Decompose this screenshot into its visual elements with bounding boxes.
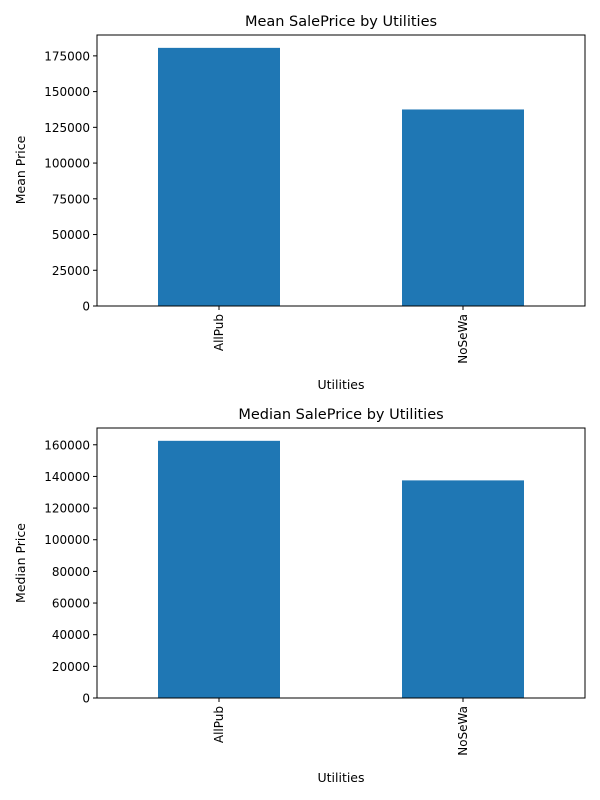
x-axis-label: Utilities (317, 770, 364, 785)
y-axis-label: Mean Price (13, 135, 28, 204)
plot-frame (96, 427, 586, 699)
y-tick-label: 125000 (44, 121, 90, 135)
y-tick-label: 160000 (44, 438, 90, 452)
chart-title: Median SalePrice by Utilities (238, 407, 443, 423)
y-tick-label: 100000 (44, 157, 90, 171)
y-tick-label: 0 (82, 692, 90, 706)
y-tick-label: 175000 (44, 49, 90, 63)
plot-frame (96, 34, 586, 307)
mean-price-chart: Mean SalePrice by Utilities 0 25000 50000 7… (13, 14, 586, 392)
bar (402, 109, 524, 306)
y-tick-label: 50000 (52, 228, 90, 242)
y-tick-label: 150000 (44, 85, 90, 99)
y-tick-label: 140000 (44, 470, 90, 484)
bar (402, 480, 524, 698)
mean-plot-area: 0 25000 50000 75000 100000 125000 150000 175000… (44, 34, 586, 364)
chart-title: Mean SalePrice by Utilities (245, 14, 437, 30)
y-tick-label: 120000 (44, 502, 90, 516)
bar (158, 47, 280, 306)
y-tick-label: 100000 (44, 533, 90, 547)
x-tick-label: AllPub (212, 706, 226, 743)
median-plot-area: 0 20000 40000 60000 80000 100000 120000 140000 1… (44, 427, 586, 756)
y-tick-label: 0 (82, 300, 90, 314)
x-tick-label: NoSeWa (456, 706, 470, 756)
y-tick-label: 20000 (52, 660, 90, 674)
x-tick-label: AllPub (212, 314, 226, 351)
y-tick-label: 60000 (52, 597, 90, 611)
median-price-chart: Median SalePrice by Utilities 0 20000 4000… (13, 407, 586, 785)
y-tick-label: 40000 (52, 628, 90, 642)
y-tick-label: 80000 (52, 565, 90, 579)
y-tick-label: 25000 (52, 264, 90, 278)
y-tick-label: 75000 (52, 192, 90, 206)
x-tick-label: NoSeWa (456, 314, 470, 364)
y-axis-label: Median Price (13, 523, 28, 603)
bar (158, 440, 280, 698)
x-axis-label: Utilities (317, 377, 364, 392)
